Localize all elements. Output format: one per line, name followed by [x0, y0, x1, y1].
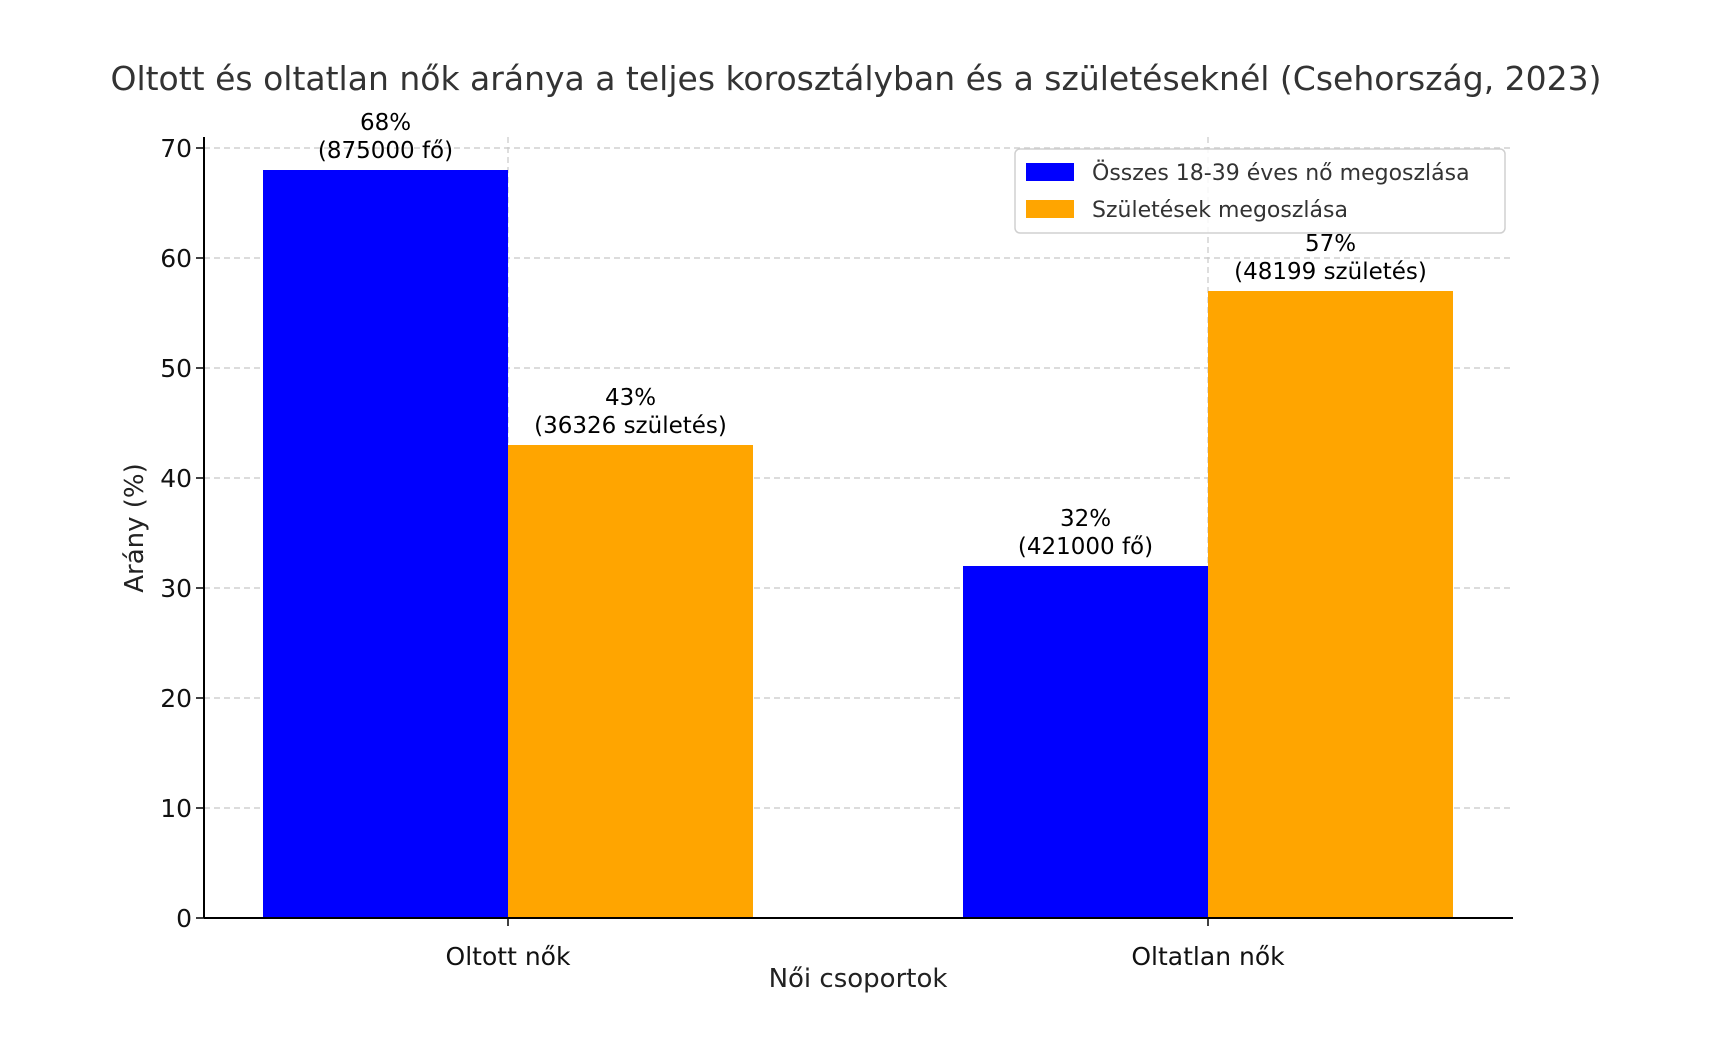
y-tick-label: 30 [160, 574, 192, 603]
y-tick-label: 10 [160, 794, 192, 823]
data-label-line: (36326 születés) [534, 413, 727, 439]
axes: 0 10 20 30 40 50 60 70 Oltott nők Oltatlan nők [160, 134, 1513, 971]
legend-swatch [1026, 163, 1074, 181]
data-label-line: 43% [605, 385, 656, 411]
data-label-line: (875000 fő) [318, 138, 453, 164]
y-tick-label: 50 [160, 354, 192, 383]
bar-population-1 [963, 566, 1208, 918]
x-tick-label: Oltatlan nők [1131, 942, 1285, 971]
legend-swatch [1026, 200, 1074, 218]
chart-title: Oltott és oltatlan nők aránya a teljes k… [110, 59, 1601, 98]
data-label-line: (48199 születés) [1234, 259, 1427, 285]
legend-box [1014, 148, 1506, 234]
data-label: 68% (875000 fő) [318, 110, 453, 164]
bar-population-0 [263, 170, 508, 918]
legend: Összes 18-39 éves nő megoszlása Születése… [1014, 148, 1506, 234]
data-labels: 68% (875000 fő) 32% (421000 fő) 43% (36326 sz… [318, 110, 1427, 560]
bar-births-1 [1208, 291, 1453, 918]
data-label-line: 57% [1305, 231, 1356, 257]
data-label: 43% (36326 születés) [534, 385, 727, 439]
x-axis-label: Női csoportok [769, 964, 948, 994]
legend-label: Összes 18-39 éves nő megoszlása [1092, 160, 1470, 186]
y-tick-label: 70 [160, 134, 192, 163]
x-tick-label: Oltott nők [446, 942, 571, 971]
y-tick-label: 40 [160, 464, 192, 493]
data-label-line: 68% [360, 110, 411, 136]
bar-births-0 [508, 445, 753, 918]
legend-label: Születések megoszlása [1092, 198, 1348, 223]
y-tick-label: 0 [176, 904, 192, 933]
y-tick-label: 20 [160, 684, 192, 713]
data-label: 32% (421000 fő) [1018, 506, 1153, 560]
y-tick-label: 60 [160, 244, 192, 273]
data-label: 57% (48199 születés) [1234, 231, 1427, 285]
bars [263, 170, 1453, 918]
y-axis-label: Arány (%) [120, 463, 150, 593]
data-label-line: 32% [1060, 506, 1111, 532]
data-label-line: (421000 fő) [1018, 534, 1153, 560]
